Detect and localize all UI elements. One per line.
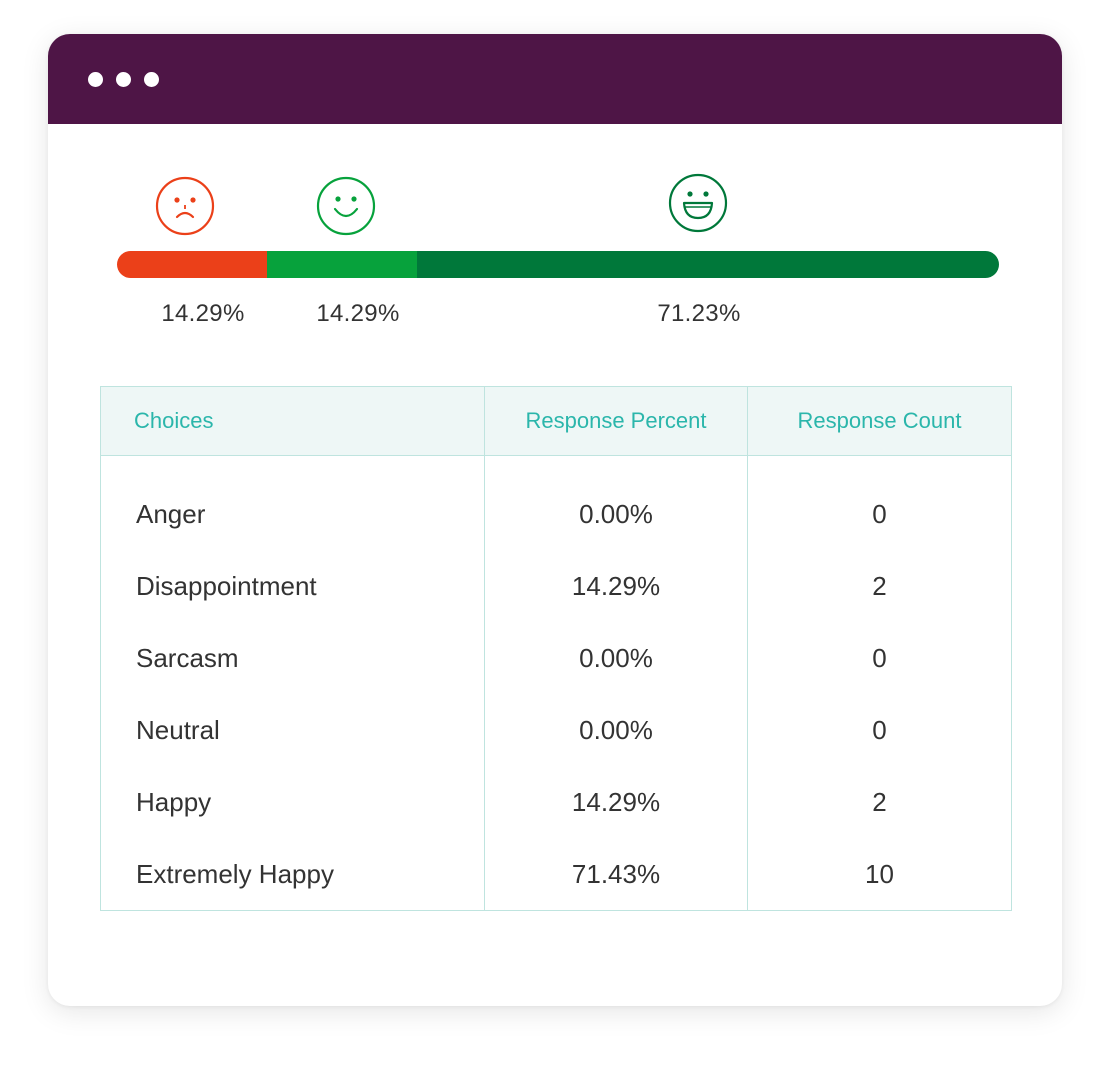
bar-segment-extremely-happy xyxy=(416,251,999,278)
extremely-happy-percent-label: 71.23% xyxy=(657,300,741,327)
percent-cell: 0.00% xyxy=(484,694,748,766)
header-response-count: Response Count xyxy=(747,386,1012,456)
sentiment-bar xyxy=(117,251,999,278)
count-cell: 0 xyxy=(747,478,1012,550)
percent-cell: 0.00% xyxy=(484,478,748,550)
table-header-row: Choices Response Percent Response Count xyxy=(100,386,1012,456)
response-table: Choices Response Percent Response Count … xyxy=(100,386,1012,911)
table-row: Neutral 0.00% 0 xyxy=(100,694,1012,766)
count-cell: 2 xyxy=(747,550,1012,622)
table-row: Sarcasm 0.00% 0 xyxy=(100,622,1012,694)
percent-cell: 71.43% xyxy=(484,838,748,911)
title-bar xyxy=(48,34,1062,124)
count-cell: 10 xyxy=(747,838,1012,911)
window-dot-icon[interactable] xyxy=(88,72,103,87)
sad-face-icon xyxy=(154,175,216,237)
smile-face-icon xyxy=(315,175,377,237)
header-response-percent: Response Percent xyxy=(484,386,748,456)
table-row: Extremely Happy 71.43% 10 xyxy=(100,838,1012,911)
table-spacer xyxy=(100,455,1012,478)
choice-cell: Extremely Happy xyxy=(100,838,485,911)
choice-cell: Happy xyxy=(100,766,485,838)
choice-cell: Disappointment xyxy=(100,550,485,622)
table-row: Disappointment 14.29% 2 xyxy=(100,550,1012,622)
percent-cell: 14.29% xyxy=(484,550,748,622)
bar-segment-happy xyxy=(266,251,417,278)
disappointment-percent-label: 14.29% xyxy=(161,300,245,327)
choice-cell: Anger xyxy=(100,478,485,550)
header-choices: Choices xyxy=(100,386,485,456)
window-dot-icon[interactable] xyxy=(144,72,159,87)
table-row: Anger 0.00% 0 xyxy=(100,478,1012,550)
percent-cell: 0.00% xyxy=(484,622,748,694)
bar-segment-disappointment xyxy=(117,251,267,278)
choice-cell: Neutral xyxy=(100,694,485,766)
choice-cell: Sarcasm xyxy=(100,622,485,694)
percent-cell: 14.29% xyxy=(484,766,748,838)
happy-percent-label: 14.29% xyxy=(316,300,400,327)
survey-window: 14.29% 14.29% 71.23% Choices Response Pe… xyxy=(48,34,1062,1006)
count-cell: 0 xyxy=(747,622,1012,694)
table-row: Happy 14.29% 2 xyxy=(100,766,1012,838)
count-cell: 2 xyxy=(747,766,1012,838)
count-cell: 0 xyxy=(747,694,1012,766)
window-dot-icon[interactable] xyxy=(116,72,131,87)
big-smile-face-icon xyxy=(667,172,729,234)
